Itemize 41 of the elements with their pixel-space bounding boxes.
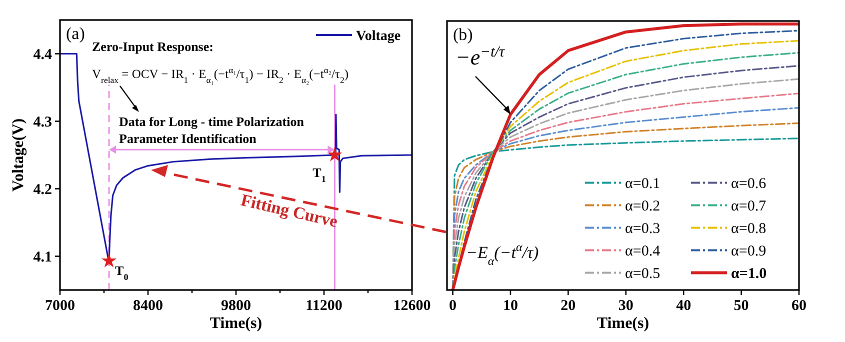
- legend-label: α=0.1: [625, 176, 660, 192]
- y-axis-title: Voltage(V): [10, 118, 27, 192]
- legend-label: α=0.2: [625, 198, 660, 214]
- x-tick-label: 7000: [45, 298, 75, 314]
- annotation: T$_{1}$: [312, 165, 326, 184]
- annotation: −e$^{−t/τ}$: [455, 42, 506, 70]
- chart-title: (a): [66, 24, 85, 43]
- y-tick-label: 4.3: [33, 114, 52, 130]
- legend-label: Voltage: [356, 29, 401, 44]
- annotation: Zero-Input Response:: [92, 39, 214, 54]
- legend-label: α=0.9: [731, 243, 766, 260]
- chart-title: (b): [453, 25, 473, 44]
- x-tick-label: 10: [502, 298, 518, 314]
- y-tick-label: 4.2: [33, 182, 52, 198]
- legend-label: α=0.7: [731, 198, 767, 214]
- annotation: T$_{0}$: [115, 262, 129, 282]
- x-tick-label: 40: [676, 298, 692, 314]
- x-axis-title: Time(s): [210, 315, 262, 332]
- x-tick-label: 8400: [133, 298, 163, 314]
- annotation: Parameter Identification: [119, 131, 258, 146]
- legend-label: α=1.0: [731, 266, 767, 282]
- annotation: −E$_{α}$(−t$^{α}$/τ): [466, 240, 540, 268]
- annotation: Fitting Curve: [239, 190, 340, 232]
- x-tick-label: 60: [792, 298, 806, 314]
- legend-label: α=0.5: [625, 266, 660, 282]
- x-tick-label: 0: [449, 298, 457, 314]
- x-tick-label: 11200: [306, 298, 342, 314]
- legend-label: α=0.4: [625, 243, 661, 260]
- x-tick-label: 12600: [393, 298, 431, 314]
- legend-label: α=0.6: [731, 176, 767, 192]
- y-tick-label: 4.4: [33, 46, 52, 63]
- x-axis-title: Time(s): [596, 315, 650, 332]
- legend-label: α=0.3: [625, 220, 660, 237]
- x-tick-label: 30: [618, 298, 634, 314]
- legend-label: α=0.8: [731, 220, 766, 237]
- annotation: Data for Long - time Polarization: [119, 114, 305, 129]
- x-tick-label: 50: [734, 298, 749, 314]
- text: V$_{relax}$ = OCV − IR$_{1}$ · E$_{α₁}$(−t$^{α₁}$/τ$_{1}$) − IR$_{2}$ · E$_{α₂}$(−t$^{α₂}$/τ$_{2}$): [92, 65, 348, 85]
- x-tick-label: 20: [560, 298, 576, 314]
- x-tick-label: 9800: [221, 298, 251, 314]
- y-tick-label: 4.1: [33, 249, 52, 266]
